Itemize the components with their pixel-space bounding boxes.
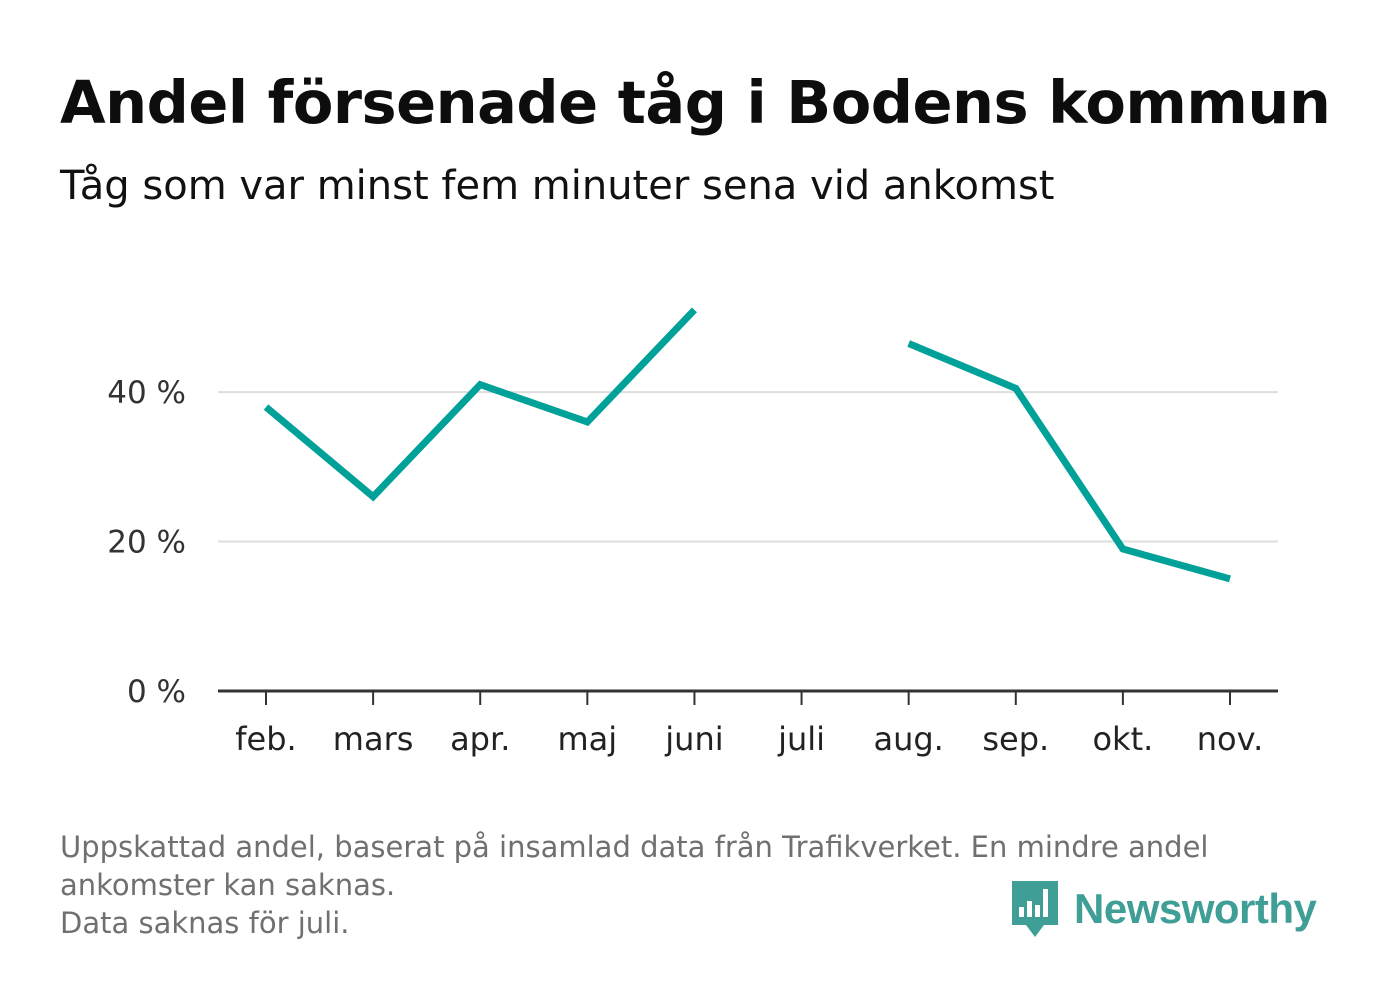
newsworthy-logo-icon (1012, 881, 1058, 937)
x-tick-label: juli (777, 720, 825, 758)
x-tick-label: okt. (1092, 720, 1153, 758)
x-tick-label: nov. (1197, 720, 1263, 758)
series-line-segment-1 (263, 307, 697, 502)
newsworthy-logo-text: Newsworthy (1074, 885, 1317, 932)
y-tick-label: 20 % (107, 525, 186, 561)
y-tick-label: 0 % (127, 674, 186, 710)
series-line-segment-2 (907, 340, 1231, 583)
newsworthy-logo: Newsworthy (1010, 878, 1317, 940)
footnote-line-1: Uppskattad andel, baserat på insamlad da… (60, 830, 1209, 864)
x-tick-label: mars (333, 720, 414, 758)
x-tick-label: maj (557, 720, 617, 758)
x-tick-label: juni (664, 720, 723, 758)
chart-footnote: Uppskattad andel, baserat på insamlad da… (60, 828, 1320, 942)
footnote-line-3: Data saknas för juli. (60, 906, 350, 940)
x-tick-label: feb. (235, 720, 296, 758)
chart-subtitle: Tåg som var minst fem minuter sena vid a… (60, 163, 1055, 209)
x-tick-label: apr. (450, 720, 510, 758)
chart-title: Andel försenade tåg i Bodens kommun (60, 68, 1331, 137)
footnote-line-2: ankomster kan saknas. (60, 868, 396, 902)
y-tick-label: 40 % (107, 375, 186, 411)
x-tick-label: aug. (873, 720, 943, 758)
x-tick-label: sep. (982, 720, 1049, 758)
